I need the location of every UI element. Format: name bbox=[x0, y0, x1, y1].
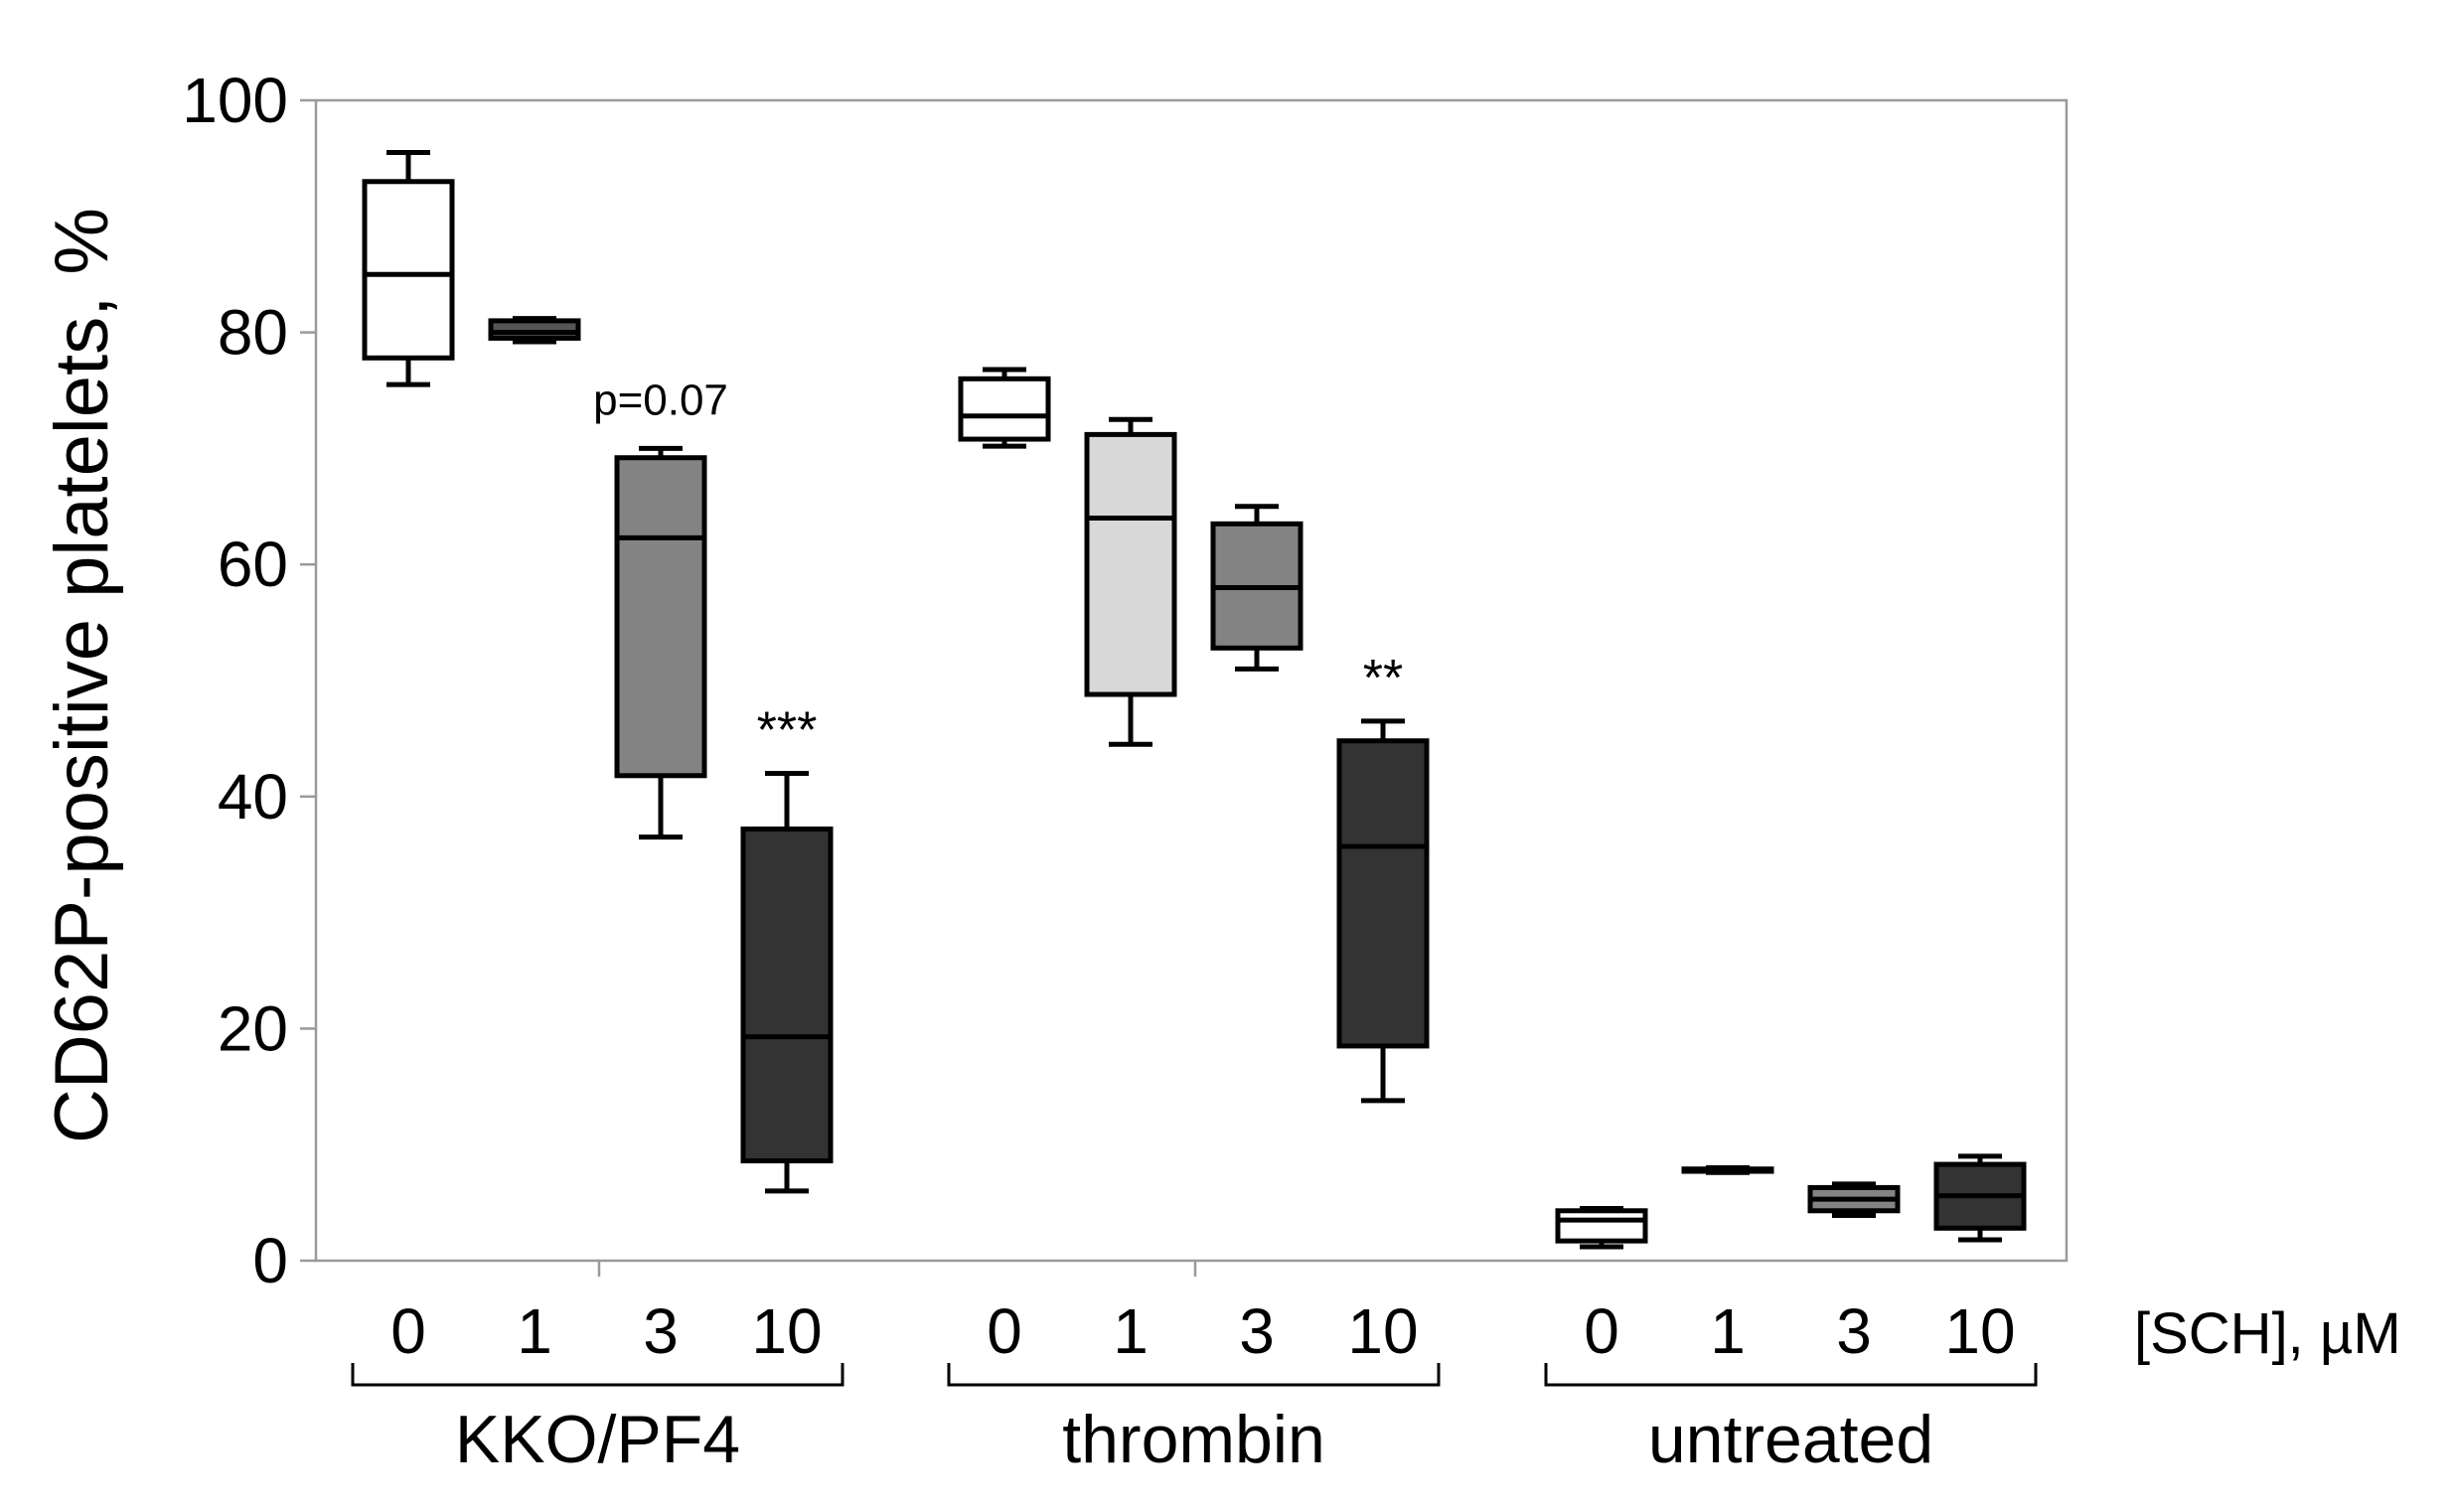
y-tick-label-0: 0 bbox=[252, 1225, 288, 1296]
boxes-layer: p=0.07***** bbox=[362, 150, 2027, 1250]
box-1-2 bbox=[1210, 504, 1304, 672]
box-body bbox=[1336, 738, 1430, 1049]
box-0-3: *** bbox=[740, 701, 834, 1194]
group-thrombin: ** bbox=[958, 367, 1430, 1104]
x-category-label: 10 bbox=[1347, 1295, 1418, 1367]
group-untreated bbox=[1555, 1153, 2027, 1250]
y-axis: 0 20 40 60 80 100 bbox=[182, 65, 316, 1296]
x-category-label: 1 bbox=[517, 1295, 552, 1367]
y-tick-label-60: 60 bbox=[218, 529, 288, 600]
box-body bbox=[1555, 1208, 1648, 1244]
box-body bbox=[488, 318, 581, 341]
box-2-0 bbox=[1555, 1205, 1648, 1250]
x-category-label: 1 bbox=[1113, 1295, 1149, 1367]
x-category-label: 3 bbox=[643, 1295, 679, 1367]
significance-annotation: *** bbox=[757, 701, 818, 759]
box-0-1 bbox=[488, 316, 581, 345]
significance-annotation: ** bbox=[1363, 650, 1403, 707]
box-body bbox=[740, 827, 834, 1164]
box-2-3 bbox=[1933, 1153, 2027, 1243]
y-tick-label-20: 20 bbox=[218, 992, 288, 1064]
x-category-label: 10 bbox=[751, 1295, 822, 1367]
x-axis-unit-label: [SCH], µM bbox=[2134, 1301, 2401, 1366]
box-2-1 bbox=[1681, 1165, 1774, 1175]
y-tick-label-80: 80 bbox=[218, 297, 288, 369]
y-axis-label: CD62P-positive platelets, % bbox=[40, 208, 124, 1143]
x-category-label: 0 bbox=[1584, 1295, 1619, 1367]
box-2-2 bbox=[1807, 1181, 1901, 1218]
group-kko-pf4: p=0.07 *** bbox=[362, 150, 834, 1194]
group-bracket bbox=[947, 1363, 1441, 1387]
group-label: untreated bbox=[1648, 1402, 1933, 1477]
group-bracket bbox=[351, 1363, 844, 1387]
group-label: KKO/PF4 bbox=[455, 1402, 740, 1477]
p-value-annotation: p=0.07 bbox=[593, 376, 728, 424]
x-category-label: 3 bbox=[1836, 1295, 1872, 1367]
x-category-label: 1 bbox=[1710, 1295, 1746, 1367]
x-category-label: 10 bbox=[1944, 1295, 2015, 1367]
box-0-0 bbox=[362, 150, 455, 387]
box-1-1 bbox=[1084, 416, 1177, 747]
y-tick-label-40: 40 bbox=[218, 761, 288, 832]
box-body bbox=[958, 376, 1051, 442]
y-tick-label-100: 100 bbox=[182, 65, 288, 136]
box-body bbox=[1084, 431, 1177, 697]
group-label: thrombin bbox=[1062, 1402, 1325, 1477]
box-1-3: ** bbox=[1336, 650, 1430, 1104]
box-body bbox=[362, 179, 455, 361]
x-category-label: 0 bbox=[987, 1295, 1022, 1367]
box-body bbox=[614, 455, 707, 779]
group-bracket bbox=[1544, 1363, 2038, 1387]
x-category-label: 0 bbox=[390, 1295, 426, 1367]
box-1-0 bbox=[958, 367, 1051, 449]
plot-frame bbox=[314, 98, 2069, 1263]
box-0-2: p=0.07 bbox=[593, 376, 728, 840]
x-category-label: 3 bbox=[1239, 1295, 1275, 1367]
